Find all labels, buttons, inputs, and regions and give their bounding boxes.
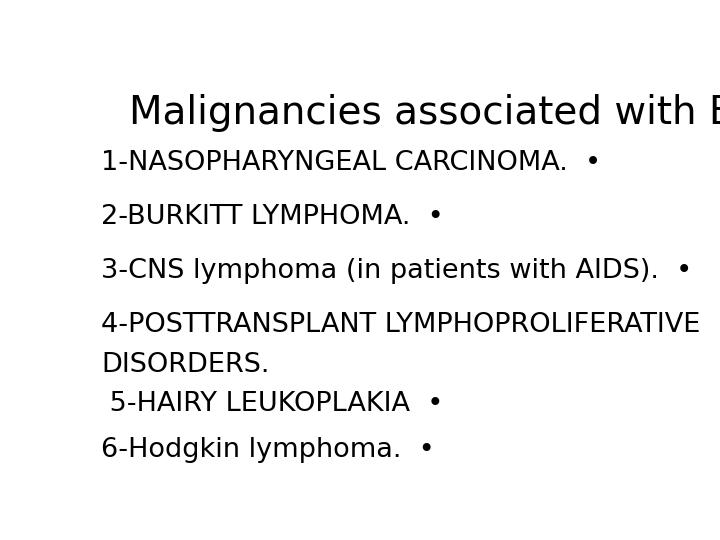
Text: 6-Hodgkin lymphoma.  •: 6-Hodgkin lymphoma. • — [101, 437, 435, 463]
Text: 3-CNS lymphoma (in patients with AIDS).  •: 3-CNS lymphoma (in patients with AIDS). … — [101, 258, 693, 284]
Text: DISORDERS.: DISORDERS. — [101, 352, 269, 377]
Text: 5-HAIRY LEUKOPLAKIA  •: 5-HAIRY LEUKOPLAKIA • — [101, 391, 444, 417]
Text: 2-BURKITT LYMPHOMA.  •: 2-BURKITT LYMPHOMA. • — [101, 204, 444, 230]
Text: 1-NASOPHARYNGEAL CARCINOMA.  •: 1-NASOPHARYNGEAL CARCINOMA. • — [101, 150, 601, 176]
Text: 4-POSTTRANSPLANT LYMPHOPROLIFERATIVE   •: 4-POSTTRANSPLANT LYMPHOPROLIFERATIVE • — [101, 312, 720, 338]
Text: Malignancies associated with EBV:: Malignancies associated with EBV: — [129, 94, 720, 132]
